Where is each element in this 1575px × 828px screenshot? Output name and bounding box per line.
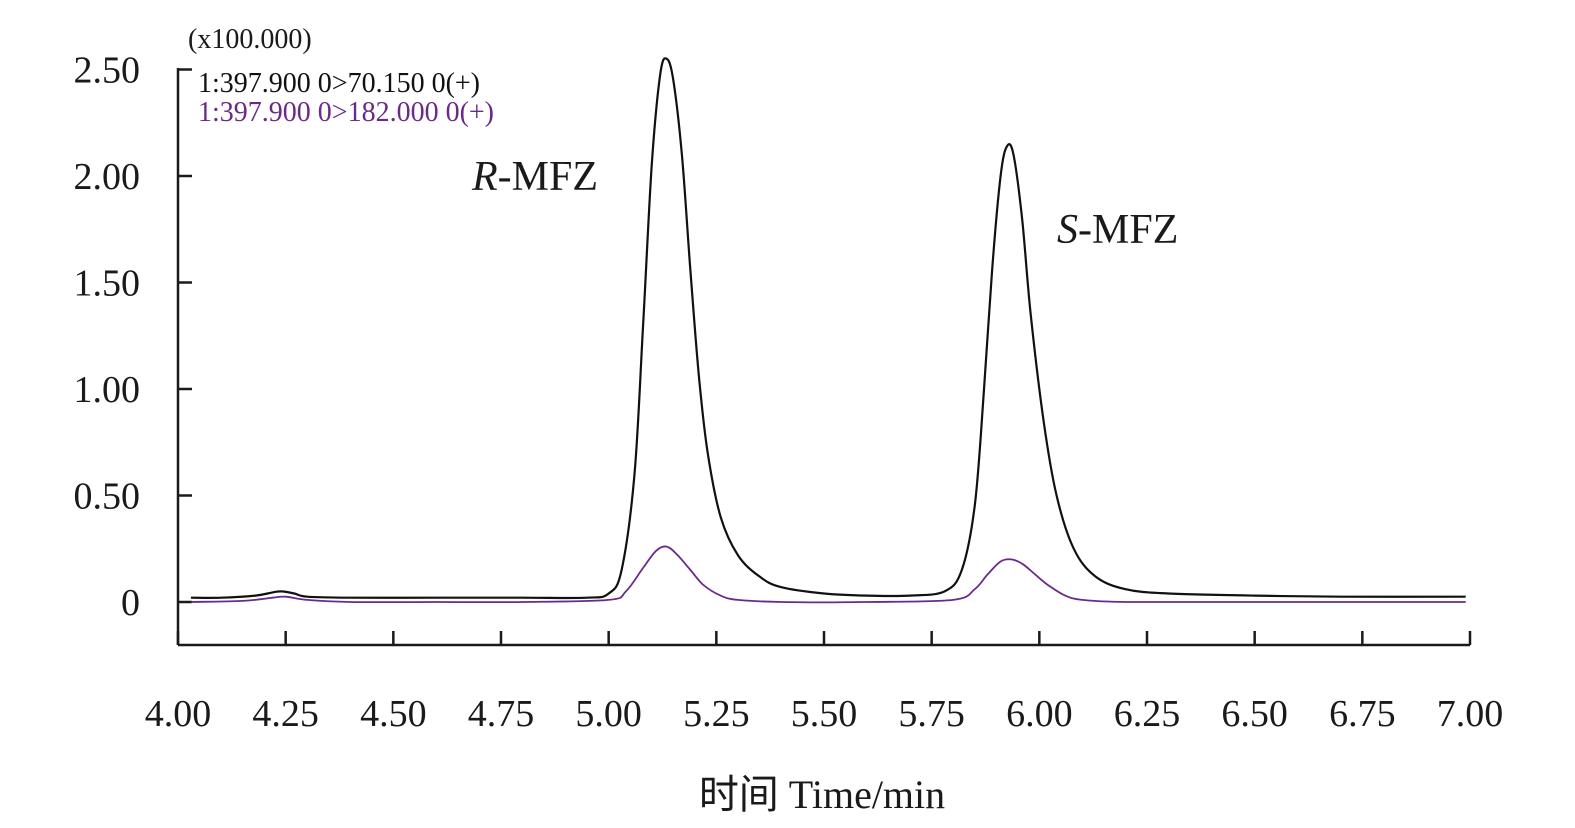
y-ticks: 0 0.50 1.00 1.50 2.00 2.50 [74, 50, 192, 624]
peak-label-s-text: -MFZ [1078, 207, 1178, 253]
x-tick-label-11: 6.75 [1329, 693, 1396, 735]
peak-label-s-italic: S [1057, 207, 1078, 253]
series-group [190, 57, 1466, 604]
y-tick-label-5: 2.50 [74, 50, 141, 92]
x-tick-label-3: 4.75 [468, 693, 535, 735]
peak-label-s-mfz: S-MFZ [1057, 207, 1178, 253]
legend-entry-series-2: 1:397.900 0>182.000 0(+) [198, 97, 494, 128]
y-multiplier-label: (x100.000) [188, 24, 312, 55]
x-tick-label-4: 5.00 [575, 693, 642, 735]
x-tick-label-2: 4.50 [360, 693, 427, 735]
peak-label-r-italic: R [471, 154, 498, 200]
peak-label-r-mfz: R-MFZ [471, 154, 598, 200]
peak-label-r-text: -MFZ [498, 154, 598, 200]
x-tick-label-9: 6.25 [1114, 693, 1181, 735]
x-tick-label-0: 4.00 [145, 693, 212, 735]
x-tick-label-1: 4.25 [252, 693, 319, 735]
y-tick-label-4: 2.00 [74, 156, 141, 198]
x-tick-label-8: 6.00 [1006, 693, 1073, 735]
y-tick-label-2: 1.00 [74, 369, 141, 411]
legend-entry-series-1: 1:397.900 0>70.150 0(+) [198, 68, 480, 99]
legend: 1:397.900 0>70.150 0(+) 1:397.900 0>182.… [198, 68, 494, 128]
x-tick-label-7: 5.75 [898, 693, 965, 735]
y-tick-label-1: 0.50 [74, 476, 141, 518]
x-tick-label-10: 6.50 [1221, 693, 1288, 735]
series-line-1 [190, 57, 1466, 600]
y-tick-label-0: 0 [121, 582, 140, 624]
x-tick-label-5: 5.25 [683, 693, 750, 735]
x-ticks: 4.00 4.25 4.50 4.75 5.00 5.25 5.50 5.75 6.00 6.25… [145, 631, 1504, 735]
x-tick-label-12: 7.00 [1437, 693, 1504, 735]
series-line-2 [190, 545, 1466, 604]
y-tick-label-3: 1.50 [74, 263, 141, 305]
x-axis-title: 时间 Time/min [699, 772, 945, 817]
x-tick-label-6: 5.50 [791, 693, 858, 735]
